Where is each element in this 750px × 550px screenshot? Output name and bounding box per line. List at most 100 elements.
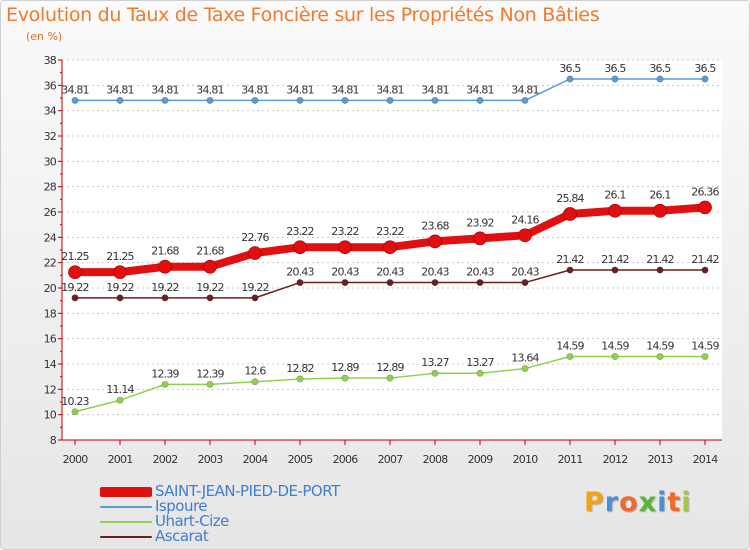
data-label: 34.81 xyxy=(61,83,89,96)
x-tick-label: 2009 xyxy=(468,453,494,466)
logo-letter: x xyxy=(638,487,658,518)
data-label: 25.84 xyxy=(556,192,584,205)
data-label: 13.27 xyxy=(421,356,449,369)
data-point xyxy=(386,96,394,104)
legend-swatch xyxy=(100,506,152,508)
unit-label: (en %) xyxy=(26,30,63,43)
data-point xyxy=(701,266,709,274)
data-point xyxy=(251,96,259,104)
x-tick-label: 2010 xyxy=(513,453,539,466)
y-tick-label: 36 xyxy=(44,79,57,92)
data-point xyxy=(71,294,79,302)
legend-swatch xyxy=(100,487,152,497)
x-tick-label: 2013 xyxy=(648,453,674,466)
data-point xyxy=(521,96,529,104)
y-tick-label: 10 xyxy=(44,409,57,422)
logo-letter: o xyxy=(619,487,639,518)
data-point xyxy=(566,75,574,83)
data-label: 20.43 xyxy=(511,266,539,279)
data-point xyxy=(296,279,304,287)
data-label: 34.81 xyxy=(331,83,359,96)
x-tick-label: 2006 xyxy=(333,453,359,466)
x-tick-label: 2000 xyxy=(63,453,89,466)
data-label: 10.23 xyxy=(61,395,89,408)
data-label: 34.81 xyxy=(511,83,539,96)
data-point xyxy=(383,240,397,255)
data-point xyxy=(476,279,484,287)
y-tick-label: 34 xyxy=(44,105,57,118)
y-tick-label: 32 xyxy=(44,130,56,143)
legend-label: Uhart-Cize xyxy=(155,512,229,530)
data-label: 23.92 xyxy=(466,216,494,229)
data-point xyxy=(566,352,574,361)
data-point xyxy=(296,96,304,104)
data-label: 13.64 xyxy=(511,352,539,365)
y-tick-label: 8 xyxy=(50,434,57,447)
data-label: 13.27 xyxy=(466,356,494,369)
data-label: 34.81 xyxy=(286,83,314,96)
logo-letter: i xyxy=(681,487,692,518)
data-label: 23.22 xyxy=(286,225,314,238)
data-label: 34.81 xyxy=(106,83,134,96)
legend-swatch xyxy=(100,521,152,523)
data-label: 26.36 xyxy=(691,185,719,198)
data-label: 26.1 xyxy=(604,189,625,202)
x-tick-label: 2011 xyxy=(558,453,583,466)
data-label: 21.68 xyxy=(196,245,224,258)
y-tick-label: 26 xyxy=(44,206,57,219)
data-label: 19.22 xyxy=(151,281,179,294)
y-tick-label: 20 xyxy=(44,282,57,295)
data-point xyxy=(476,96,484,104)
data-label: 34.81 xyxy=(466,83,494,96)
data-point xyxy=(563,207,577,221)
data-point xyxy=(476,369,484,377)
data-label: 24.16 xyxy=(511,213,539,226)
y-tick-label: 22 xyxy=(44,257,56,270)
legend-label: SAINT-JEAN-PIED-DE-PORT xyxy=(155,482,340,500)
y-tick-label: 30 xyxy=(44,155,57,168)
x-tick-label: 2004 xyxy=(243,453,269,466)
data-label: 22.76 xyxy=(241,231,269,244)
data-point xyxy=(341,279,349,287)
data-point xyxy=(341,374,349,382)
data-point xyxy=(428,234,442,249)
data-point xyxy=(431,279,439,287)
data-label: 20.43 xyxy=(376,266,404,279)
data-point xyxy=(608,203,622,218)
data-label: 11.14 xyxy=(106,383,134,396)
data-point xyxy=(611,352,619,361)
data-label: 20.43 xyxy=(286,266,314,279)
data-label: 21.68 xyxy=(151,245,179,258)
x-tick-label: 2002 xyxy=(153,453,178,466)
y-tick-label: 14 xyxy=(44,358,57,371)
data-label: 21.42 xyxy=(601,253,629,266)
data-label: 12.89 xyxy=(331,361,359,374)
data-point xyxy=(656,352,664,361)
x-tick-label: 2005 xyxy=(288,453,314,466)
data-point xyxy=(338,240,352,255)
data-label: 14.59 xyxy=(691,340,719,353)
data-point xyxy=(473,231,487,246)
data-label: 34.81 xyxy=(196,83,224,96)
y-tick-label: 18 xyxy=(44,307,57,320)
x-tick-label: 2014 xyxy=(693,453,719,466)
proxiti-logo: Proxiti xyxy=(584,487,692,518)
data-point xyxy=(251,294,259,302)
data-point xyxy=(521,279,529,287)
data-point xyxy=(431,369,439,377)
data-point xyxy=(116,396,124,404)
data-point xyxy=(71,96,79,104)
data-point xyxy=(248,246,262,260)
data-label: 36.5 xyxy=(604,62,626,75)
data-point xyxy=(296,375,304,383)
data-point xyxy=(341,96,349,104)
data-point xyxy=(161,294,169,302)
data-label: 20.43 xyxy=(331,266,359,279)
data-label: 21.42 xyxy=(556,253,584,266)
x-tick-label: 2008 xyxy=(423,453,449,466)
data-label: 23.22 xyxy=(376,225,404,238)
data-label: 12.82 xyxy=(286,362,314,375)
y-tick-label: 16 xyxy=(44,333,57,346)
data-point xyxy=(611,266,619,274)
